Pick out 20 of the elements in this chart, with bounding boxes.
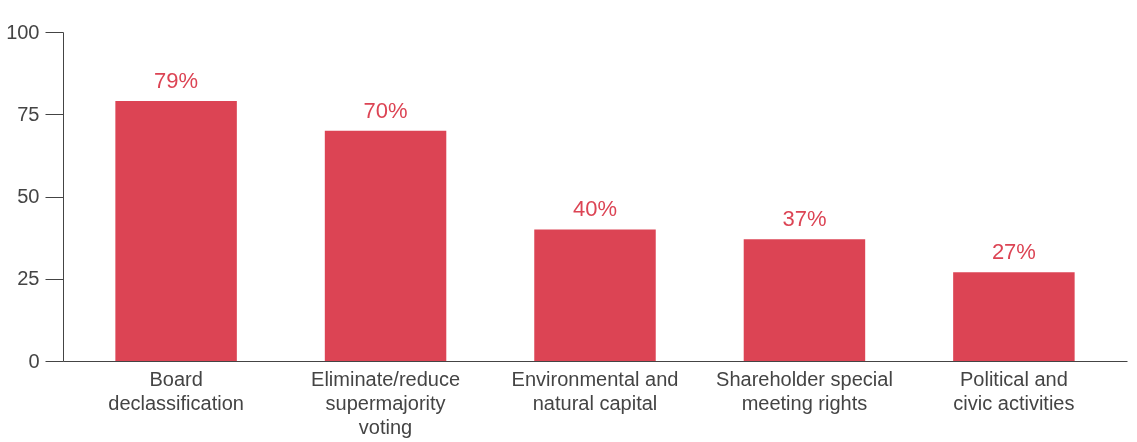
y-tick-label: 0: [28, 349, 40, 372]
bar: [534, 229, 656, 361]
x-tick-label: Eliminate/reduce supermajority voting: [311, 367, 461, 438]
data-label: 40%: [572, 196, 618, 222]
data-label: 27%: [991, 239, 1036, 265]
bar: [324, 130, 447, 361]
data-label: 37%: [782, 206, 827, 232]
x-tick-label: Environmental and natural capital: [511, 367, 679, 414]
bar: [953, 272, 1075, 361]
x-tick-label: Political and civic activities: [953, 367, 1075, 414]
bar: [115, 101, 237, 361]
x-tick-label: Board declassification: [108, 367, 244, 414]
y-tick-label: 25: [17, 267, 40, 290]
data-label: 79%: [154, 68, 199, 94]
x-tick-label: Shareholder special meeting rights: [716, 367, 893, 414]
y-tick-label: 75: [17, 102, 40, 125]
bar: [743, 239, 866, 361]
y-tick-label: 50: [17, 185, 40, 207]
data-label: 70%: [363, 97, 408, 123]
y-tick-label: 100: [6, 20, 40, 43]
